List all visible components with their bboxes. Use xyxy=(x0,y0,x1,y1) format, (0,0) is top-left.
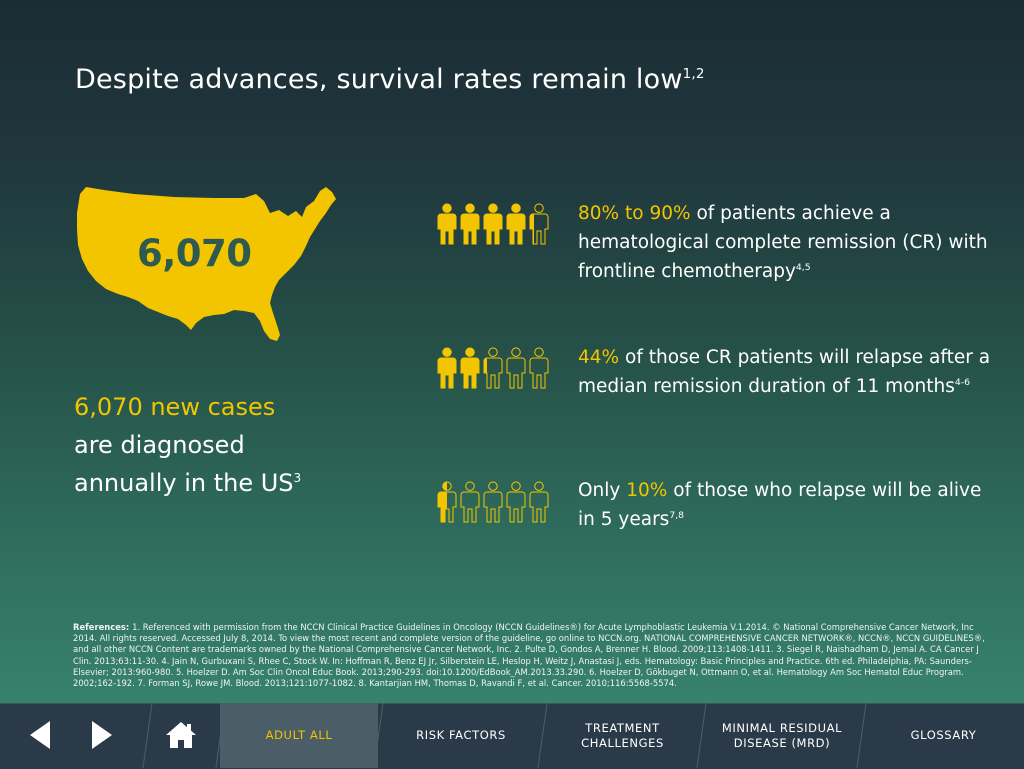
new-cases-statement: 6,070 new cases are diagnosed annually i… xyxy=(74,388,374,502)
cases-line-3: annually in the US3 xyxy=(74,469,302,497)
back-arrow-icon[interactable] xyxy=(26,718,56,752)
patient-icons-row-3 xyxy=(437,481,549,523)
patient-icons-row-1 xyxy=(437,203,549,245)
person-icon xyxy=(437,347,457,389)
cases-highlight: 6,070 new cases xyxy=(74,393,276,421)
person-icon xyxy=(460,203,480,245)
tab-adult-all[interactable]: ADULT ALL xyxy=(220,703,378,768)
patient-icons-row-2 xyxy=(437,347,549,389)
stat-relapse: 44% of those CR patients will relapse af… xyxy=(578,347,991,397)
references: References: 1. Referenced with permissio… xyxy=(73,622,985,689)
tab-treatment-challenges[interactable]: TREATMENT CHALLENGES xyxy=(581,720,664,750)
home-icon[interactable] xyxy=(165,721,197,749)
person-icon xyxy=(529,203,549,245)
stat-survival: Only 10% of those who relapse will be al… xyxy=(578,480,982,530)
person-icon xyxy=(506,481,526,523)
person-icon xyxy=(460,347,480,389)
person-icon xyxy=(460,481,480,523)
forward-arrow-icon[interactable] xyxy=(86,718,116,752)
person-icon xyxy=(437,203,457,245)
tab-glossary[interactable]: GLOSSARY xyxy=(910,728,977,742)
person-icon xyxy=(483,203,503,245)
person-icon xyxy=(437,481,457,523)
us-map-graphic xyxy=(77,187,336,341)
tab-minimal-residual-disease[interactable]: MINIMAL RESIDUAL DISEASE (MRD) xyxy=(721,720,843,750)
person-icon xyxy=(529,481,549,523)
person-icon xyxy=(506,347,526,389)
map-case-number: 6,070 xyxy=(137,232,252,275)
person-icon xyxy=(529,347,549,389)
person-icon xyxy=(483,347,503,389)
person-icon xyxy=(506,203,526,245)
stat-remission: 80% to 90% of patients achieve a hematol… xyxy=(578,203,988,282)
cases-line-2: are diagnosed xyxy=(74,431,245,459)
person-icon xyxy=(483,481,503,523)
tab-risk-factors[interactable]: RISK FACTORS xyxy=(416,728,506,742)
page-title: Despite advances, survival rates remain … xyxy=(75,64,705,95)
